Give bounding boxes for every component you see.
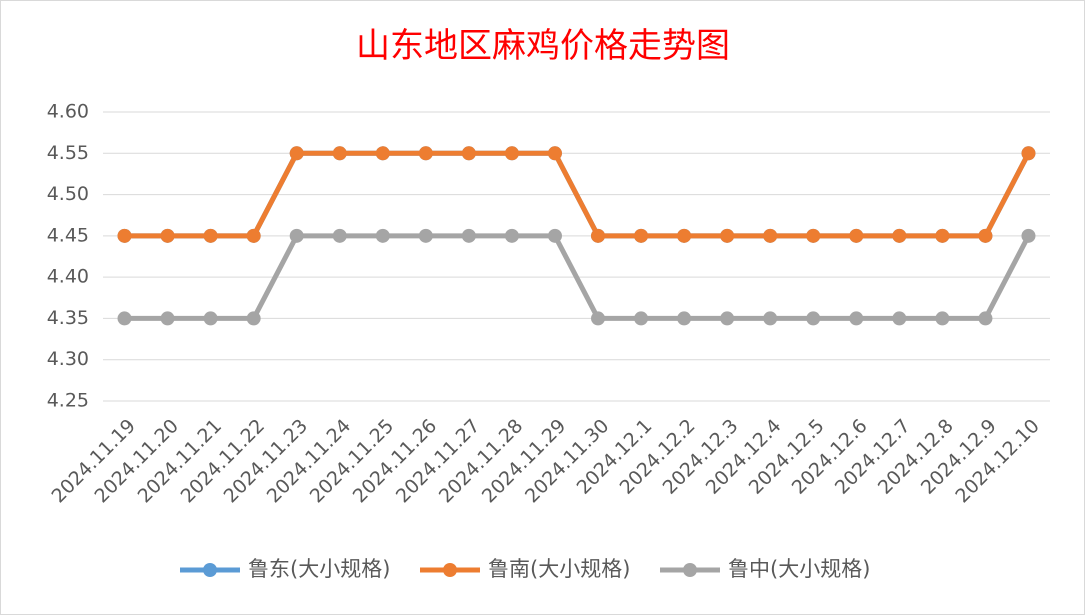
data-point [117,311,132,326]
y-tick-label: 4.30 [47,348,89,370]
y-tick-label: 4.60 [47,101,89,123]
data-point [246,311,261,326]
data-point [375,228,390,243]
data-point [246,228,261,243]
data-point [892,311,907,326]
data-point [461,228,476,243]
data-point [677,311,692,326]
data-point [375,146,390,161]
y-tick-label: 4.55 [47,142,89,164]
y-tick-label: 4.40 [47,266,89,288]
legend-label: 鲁南(大小规格) [488,557,630,581]
y-tick-label: 4.50 [47,183,89,205]
data-point [935,228,950,243]
data-point [289,146,304,161]
data-point [160,311,175,326]
data-point [806,228,821,243]
data-point [720,311,735,326]
series-line [124,150,1031,239]
data-point [418,228,433,243]
legend-marker [203,563,217,577]
y-tick-label: 4.35 [47,307,89,329]
data-point [806,311,821,326]
data-point [634,228,649,243]
data-point [849,228,864,243]
data-point [504,228,519,243]
data-point [849,311,864,326]
data-point [763,311,778,326]
data-point [591,228,606,243]
legend-label: 鲁中(大小规格) [728,557,870,581]
legend-label: 鲁东(大小规格) [248,557,390,581]
data-point [418,146,433,161]
data-point [547,146,562,161]
data-point [547,228,562,243]
legend-marker [683,563,697,577]
data-point [720,228,735,243]
data-point [634,311,649,326]
data-point [332,146,347,161]
legend-marker [443,563,457,577]
data-point [461,146,476,161]
data-point [1021,228,1036,243]
data-point [892,228,907,243]
data-point [203,228,218,243]
y-tick-label: 4.45 [47,224,89,246]
chart-title: 山东地区麻鸡价格走势图 [356,26,730,66]
data-point [504,146,519,161]
y-tick-label: 4.25 [47,390,89,412]
data-point [1021,146,1036,161]
data-point [332,228,347,243]
data-point [978,311,993,326]
series-line [124,233,1031,321]
data-point [935,311,950,326]
data-point [117,228,132,243]
data-point [160,228,175,243]
data-point [763,228,778,243]
data-point [677,228,692,243]
data-point [591,311,606,326]
data-point [978,228,993,243]
data-point [203,311,218,326]
data-point [289,228,304,243]
